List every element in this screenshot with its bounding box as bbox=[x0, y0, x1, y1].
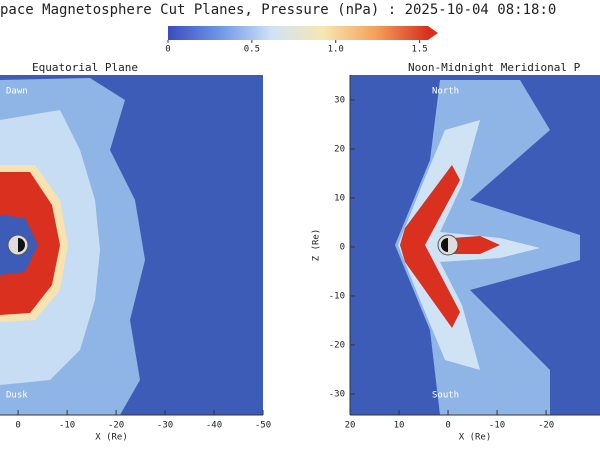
x-tick-label: -20 bbox=[108, 421, 124, 431]
chart-title: pace Magnetosphere Cut Planes, Pressure … bbox=[0, 2, 556, 18]
x-tick-label: -50 bbox=[255, 421, 271, 431]
x-tick-label: -40 bbox=[206, 421, 222, 431]
x-tick-label: -10 bbox=[489, 421, 505, 431]
x-tick-label: 0 bbox=[15, 421, 20, 431]
region-label: South bbox=[432, 391, 459, 401]
x-tick-label: -10 bbox=[59, 421, 75, 431]
y-tick-label: -10 bbox=[329, 291, 345, 301]
x-tick-label: 20 bbox=[345, 421, 356, 431]
x-tick-label: -20 bbox=[538, 421, 554, 431]
y-tick-label: -30 bbox=[329, 389, 345, 399]
x-axis-label: X (Re) bbox=[95, 433, 128, 443]
colorbar-arrow bbox=[428, 26, 438, 40]
colorbar-tick-label: 1.0 bbox=[328, 45, 344, 55]
x-tick-label: 0 bbox=[445, 421, 450, 431]
meridional-field bbox=[350, 75, 600, 415]
y-axis-label: Z (Re) bbox=[312, 229, 322, 262]
colorbar-tick-label: 0 bbox=[165, 45, 170, 55]
colorbar-tick-label: 1.5 bbox=[411, 45, 427, 55]
region-label: North bbox=[432, 87, 459, 97]
x-axis-label: X (Re) bbox=[459, 433, 492, 443]
y-tick-label: 0 bbox=[340, 242, 345, 252]
x-tick-label: 10 bbox=[394, 421, 405, 431]
colorbar-tick-label: 0.5 bbox=[244, 45, 260, 55]
y-tick-label: 10 bbox=[334, 193, 345, 203]
panel-title: Equatorial Plane bbox=[32, 61, 138, 74]
equatorial-field bbox=[0, 75, 263, 415]
x-tick-label: -30 bbox=[157, 421, 173, 431]
region-label: Dawn bbox=[6, 87, 28, 97]
panel-title: Noon-Midnight Meridional P bbox=[408, 61, 581, 74]
y-tick-label: 20 bbox=[334, 144, 345, 154]
y-tick-label: 30 bbox=[334, 95, 345, 105]
y-tick-label: -20 bbox=[329, 340, 345, 350]
region-label: Dusk bbox=[6, 391, 28, 401]
colorbar bbox=[168, 26, 428, 40]
